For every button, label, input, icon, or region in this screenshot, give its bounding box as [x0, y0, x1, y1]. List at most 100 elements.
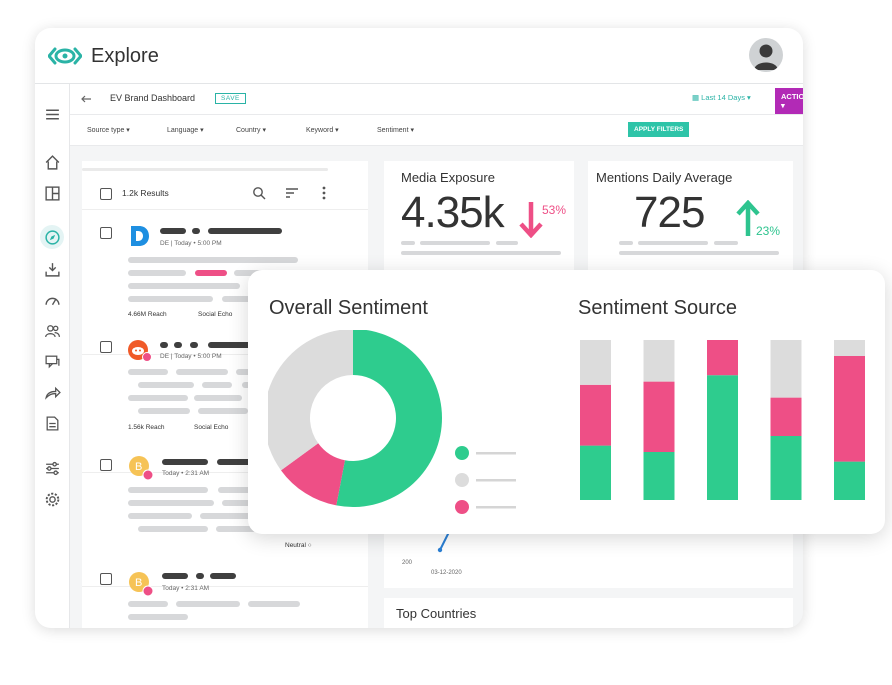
filter-language[interactable]: Language ▾	[167, 126, 204, 134]
scrollbar[interactable]	[82, 168, 328, 171]
text-placeholder	[128, 500, 214, 506]
filter-label: Sentiment	[377, 127, 409, 134]
results-count: 1.2k Results	[122, 188, 169, 198]
card-title: Media Exposure	[401, 170, 495, 185]
filter-bar: Source type ▾ Language ▾ Country ▾ Keywo…	[70, 115, 803, 146]
reddit-icon	[128, 340, 152, 362]
text-placeholder	[202, 382, 232, 388]
dashboard-icon[interactable]	[40, 181, 64, 205]
results-header: 1.2k Results	[82, 177, 368, 210]
text-placeholder	[128, 369, 168, 375]
card-title: Mentions Daily Average	[596, 170, 733, 185]
svg-text:B: B	[135, 461, 142, 473]
stacked-bar-segment	[770, 397, 802, 436]
text-placeholder	[128, 487, 208, 493]
home-icon[interactable]	[40, 150, 64, 174]
more-vertical-icon[interactable]	[322, 186, 326, 200]
item-reach: 1.56k Reach	[128, 424, 165, 431]
filter-sentiment[interactable]: Sentiment ▾	[377, 126, 414, 134]
actions-button[interactable]: ACTIONS ▾	[775, 88, 803, 114]
chevron-down-icon: ▾	[781, 101, 785, 110]
sort-icon[interactable]	[285, 187, 299, 199]
search-icon[interactable]	[252, 186, 266, 200]
gauge-icon[interactable]	[40, 288, 64, 312]
stacked-bar-segment	[643, 381, 675, 452]
filter-label: Keyword	[306, 127, 334, 134]
filter-keyword[interactable]: Keyword ▾	[306, 126, 339, 134]
neutral-circle-icon: ○	[307, 542, 312, 549]
stacked-bar-segment	[834, 356, 865, 462]
text-placeholder	[128, 601, 168, 607]
text-placeholder	[420, 241, 490, 245]
filter-country[interactable]: Country ▾	[236, 126, 266, 134]
gear-icon[interactable]	[40, 487, 64, 511]
inbox-download-icon[interactable]	[40, 257, 64, 281]
sentiment-source-title: Sentiment Source	[578, 297, 737, 319]
apply-filters-button[interactable]: APPLY FILTERS	[628, 122, 690, 137]
stacked-bar-segment	[580, 384, 611, 446]
sentiment-source-chart	[580, 340, 865, 500]
stacked-bar-segment	[770, 436, 802, 500]
settings-sliders-icon[interactable]	[40, 456, 64, 480]
blog-source-icon: B	[129, 456, 154, 481]
sentiment-text: Neutral	[285, 542, 306, 549]
stacked-bar-segment	[643, 452, 675, 500]
chat-icon[interactable]	[40, 349, 64, 373]
text-placeholder	[128, 283, 240, 289]
text-placeholder	[216, 526, 256, 532]
logo-icon	[48, 47, 82, 65]
divider	[82, 586, 368, 587]
item-meta: DE | Today • 5:00 PM	[160, 353, 222, 360]
dashboard-title: EV Brand Dashboard	[110, 93, 196, 103]
text-placeholder	[128, 296, 213, 302]
text-placeholder	[160, 342, 168, 348]
arrow-left-icon[interactable]	[80, 93, 92, 105]
overall-sentiment-title: Overall Sentiment	[269, 297, 428, 319]
chevron-down-icon: ▾	[260, 127, 266, 134]
stacked-bar-segment	[707, 375, 738, 500]
row-checkbox[interactable]	[100, 341, 112, 353]
stacked-bar-segment	[580, 340, 611, 385]
sentiment-overlay-card: Overall Sentiment Sentiment Source	[248, 270, 885, 534]
text-placeholder	[200, 513, 254, 519]
divider	[82, 472, 368, 473]
stacked-bar-segment	[580, 445, 611, 500]
legend-label-placeholder	[476, 452, 516, 455]
x-tick-label: 03-12-2020	[431, 570, 462, 576]
text-placeholder	[619, 241, 633, 245]
donut-slice-positive	[336, 330, 442, 507]
explore-compass-icon[interactable]	[40, 225, 64, 249]
app-title: Explore	[91, 45, 159, 67]
filter-label: Country	[236, 127, 261, 134]
trend-chart-card: 200 03-12-2020	[384, 528, 793, 588]
text-placeholder	[198, 408, 248, 414]
divider	[82, 354, 368, 355]
blog-source-icon: B	[129, 572, 154, 597]
chevron-down-icon: ▾	[333, 127, 339, 134]
keyword-highlight	[195, 270, 227, 276]
avatar[interactable]	[749, 38, 783, 72]
row-checkbox[interactable]	[100, 573, 112, 585]
text-placeholder	[210, 573, 236, 579]
source-d-logo-icon	[131, 226, 149, 246]
text-placeholder	[162, 573, 188, 579]
row-checkbox[interactable]	[100, 459, 112, 471]
filter-label: Source type	[87, 127, 125, 134]
item-reach: 4.66M Reach	[128, 311, 167, 318]
people-icon[interactable]	[40, 318, 64, 342]
chevron-down-icon: ▾	[198, 127, 204, 134]
menu-icon[interactable]	[40, 102, 64, 126]
stacked-bar-segment	[834, 340, 865, 356]
filter-source-type[interactable]: Source type ▾	[87, 126, 130, 134]
save-button[interactable]: SAVE	[215, 93, 246, 104]
select-all-checkbox[interactable]	[100, 188, 112, 200]
report-icon[interactable]	[40, 411, 64, 435]
legend-label-placeholder	[476, 506, 516, 509]
text-placeholder	[176, 601, 240, 607]
row-checkbox[interactable]	[100, 227, 112, 239]
date-range-picker[interactable]: ▦ Last 14 Days ▾	[692, 93, 751, 102]
metric-value: 725	[634, 188, 705, 237]
share-icon[interactable]	[40, 380, 64, 404]
calendar-icon: ▦	[692, 93, 702, 102]
text-placeholder	[208, 342, 282, 348]
